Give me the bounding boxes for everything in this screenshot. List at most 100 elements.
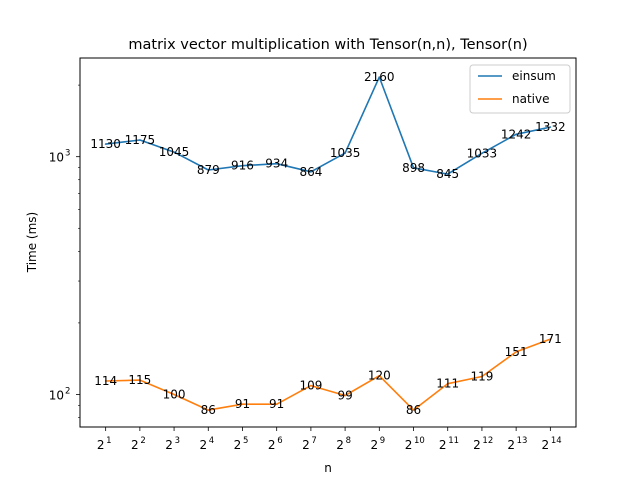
x-tick-label: 2	[370, 438, 378, 452]
x-tick-label: 2	[234, 438, 242, 452]
data-point	[412, 409, 415, 411]
x-tick-label: 2	[542, 438, 550, 452]
data-point	[241, 403, 244, 406]
data-label: 100	[163, 387, 186, 401]
x-tick-exponent: 12	[482, 436, 493, 446]
y-tick-exponent: 2	[65, 386, 70, 396]
data-label: 1035	[330, 146, 361, 160]
data-label: 1175	[125, 133, 156, 147]
x-tick-label: 2	[268, 438, 276, 452]
data-label: 845	[436, 167, 459, 181]
data-point	[104, 380, 107, 382]
legend-label: native	[512, 92, 549, 106]
x-tick-label: 2	[97, 438, 105, 452]
chart-title: matrix vector multiplication with Tensor…	[128, 37, 527, 53]
data-point	[549, 126, 552, 128]
x-tick-label: 2	[131, 438, 139, 452]
x-tick-exponent: 10	[414, 436, 425, 446]
x-axis: 2 1 2 2 2 3 2 4 2 5 2 6 2 7 2 8 2 9 2 10 2 11 2 12 2 13 2 14	[97, 427, 562, 452]
data-label: 115	[128, 373, 151, 387]
data-label: 171	[539, 332, 562, 346]
data-label: 86	[201, 403, 216, 417]
x-tick-exponent: 3	[175, 436, 180, 446]
data-label: 99	[337, 389, 352, 403]
x-tick-label: 2	[439, 438, 447, 452]
y-axis-label: Time (ms)	[25, 212, 39, 274]
data-point	[378, 76, 381, 78]
x-tick-exponent: 4	[209, 436, 214, 446]
series-line-einsum	[105, 76, 551, 175]
legend-box	[469, 64, 571, 114]
x-axis-label: n	[324, 461, 332, 475]
data-point	[139, 379, 141, 381]
data-label: 151	[505, 345, 528, 359]
legend-label: einsum	[512, 69, 556, 83]
data-point	[310, 384, 312, 387]
data-label: 111	[436, 377, 459, 391]
data-point	[446, 173, 449, 175]
data-point	[173, 151, 175, 153]
x-tick-exponent: 2	[140, 436, 145, 446]
data-point	[139, 139, 141, 141]
legend: einsum native	[469, 64, 571, 114]
x-tick-label: 2	[405, 438, 413, 452]
x-tick-exponent: 6	[277, 436, 282, 446]
data-point	[275, 403, 278, 406]
data-point	[344, 394, 346, 397]
data-point	[275, 162, 278, 165]
data-label: 916	[231, 159, 254, 173]
data-point	[241, 164, 244, 167]
data-label: 91	[235, 397, 250, 411]
y-tick-label: 10	[49, 388, 64, 402]
data-label: 898	[402, 161, 425, 175]
data-point	[515, 351, 517, 353]
series-layer	[104, 76, 552, 411]
data-point	[173, 393, 175, 396]
data-label: 86	[406, 403, 421, 417]
x-tick-label: 2	[473, 438, 481, 452]
data-point	[344, 152, 346, 154]
data-point	[104, 143, 107, 145]
data-label: 864	[299, 165, 322, 179]
x-tick-exponent: 14	[551, 436, 562, 446]
x-tick-label: 2	[199, 438, 207, 452]
x-tick-exponent: 1	[106, 436, 111, 446]
data-label: 1332	[535, 120, 566, 134]
data-label: 879	[197, 163, 220, 177]
data-label: 114	[94, 374, 117, 388]
x-tick-label: 2	[302, 438, 310, 452]
series-line-native	[105, 338, 551, 411]
data-point	[207, 169, 210, 171]
data-label: 91	[269, 397, 284, 411]
data-point	[481, 375, 483, 378]
data-point	[446, 382, 449, 385]
y-tick-exponent: 3	[65, 149, 70, 159]
x-tick-exponent: 8	[346, 436, 351, 446]
x-tick-exponent: 5	[243, 436, 248, 446]
x-tick-exponent: 7	[311, 436, 316, 446]
data-label: 109	[299, 379, 322, 393]
data-label: 1033	[467, 146, 498, 160]
data-label: 2160	[364, 70, 395, 84]
plot-area	[79, 57, 577, 428]
data-label: 1130	[90, 137, 121, 151]
data-point	[549, 338, 552, 340]
data-point	[207, 409, 210, 411]
data-label: 119	[470, 370, 493, 384]
x-tick-exponent: 9	[380, 436, 385, 446]
y-tick-label: 10	[49, 151, 64, 165]
x-tick-exponent: 11	[448, 436, 459, 446]
x-tick-exponent: 13	[517, 436, 528, 446]
data-point	[515, 133, 517, 136]
data-point	[378, 374, 381, 377]
data-point	[481, 152, 483, 155]
data-label: 1242	[501, 127, 532, 141]
data-label: 934	[265, 157, 288, 171]
data-label: 120	[368, 369, 391, 383]
data-point	[310, 170, 312, 173]
data-point	[412, 166, 415, 169]
x-tick-label: 2	[165, 438, 173, 452]
